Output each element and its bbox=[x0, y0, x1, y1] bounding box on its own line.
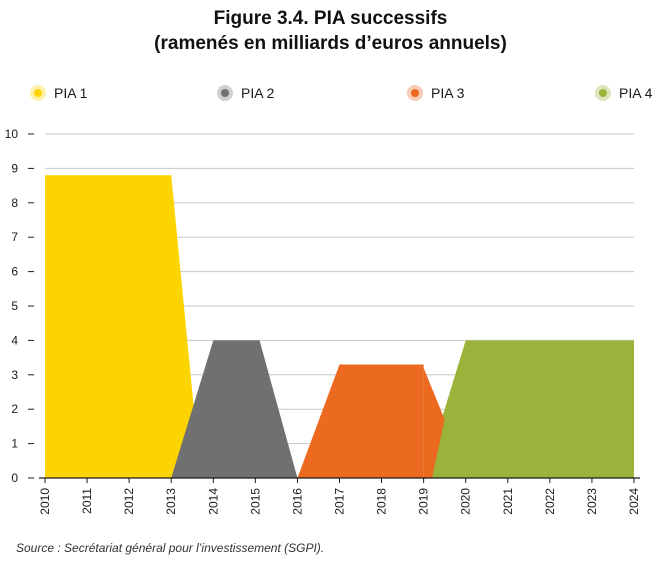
legend-marker-pia-1 bbox=[30, 85, 46, 101]
legend: PIA 1 PIA 2 PIA 3 PIA 4 bbox=[0, 82, 661, 104]
x-tick-label: 2020 bbox=[459, 488, 473, 515]
x-tick-label: 2016 bbox=[290, 488, 304, 515]
x-tick-label: 2011 bbox=[80, 488, 94, 514]
x-tick-label: 2021 bbox=[501, 488, 515, 515]
plot-areas bbox=[45, 175, 634, 478]
chart-title-line-2: (ramenés en milliards d’euros annuels) bbox=[154, 33, 507, 54]
y-tick-label: 6 bbox=[11, 265, 18, 279]
y-tick-label: 5 bbox=[11, 299, 18, 313]
legend-label-pia-1: PIA 1 bbox=[54, 85, 88, 101]
chart-title-line-1: Figure 3.4. PIA successifs bbox=[213, 8, 448, 29]
x-tick-label: 2024 bbox=[627, 488, 641, 515]
legend-marker-pia-2 bbox=[217, 85, 233, 101]
legend-marker-pia-3 bbox=[407, 85, 423, 101]
x-tick-label: 2012 bbox=[122, 488, 136, 515]
y-tick-label: 1 bbox=[11, 437, 18, 451]
x-tick-label: 2013 bbox=[164, 488, 178, 515]
legend-item-pia-3: PIA 3 bbox=[407, 82, 464, 104]
x-tick-label: 2017 bbox=[333, 488, 347, 515]
x-tick-label: 2014 bbox=[206, 488, 220, 515]
chart-title: Figure 3.4. PIA successifs (ramenés en m… bbox=[0, 6, 661, 56]
legend-marker-pia-4 bbox=[595, 85, 611, 101]
legend-label-pia-4: PIA 4 bbox=[619, 85, 653, 101]
legend-item-pia-2: PIA 2 bbox=[217, 82, 274, 104]
y-tick-label: 2 bbox=[11, 402, 18, 416]
x-tick-label: 2022 bbox=[543, 488, 557, 515]
area-pia-4 bbox=[423, 340, 634, 478]
source-note: Source : Secrétariat général pour l’inve… bbox=[16, 541, 325, 555]
y-tick-label: 10 bbox=[5, 127, 19, 141]
x-tick-label: 2015 bbox=[248, 488, 262, 515]
y-tick-label: 3 bbox=[11, 368, 18, 382]
y-tick-label: 0 bbox=[11, 471, 18, 485]
legend-item-pia-4: PIA 4 bbox=[595, 82, 652, 104]
x-tick-label: 2023 bbox=[585, 488, 599, 515]
legend-label-pia-2: PIA 2 bbox=[241, 85, 275, 101]
x-tick-label: 2010 bbox=[38, 488, 52, 515]
area-pia-1 bbox=[45, 175, 201, 478]
x-tick-label: 2019 bbox=[417, 488, 431, 515]
y-tick-label: 9 bbox=[11, 161, 18, 175]
area-pia-2 bbox=[171, 340, 298, 478]
legend-label-pia-3: PIA 3 bbox=[431, 85, 465, 101]
y-tick-label: 7 bbox=[11, 230, 18, 244]
legend-item-pia-1: PIA 1 bbox=[30, 82, 87, 104]
axes: 0 1 2 3 4 5 6 7 8 9 10 2010 2011 2012 2013 2014 2015 2016… bbox=[5, 127, 641, 515]
x-tick-label: 2018 bbox=[375, 488, 389, 515]
y-tick-label: 8 bbox=[11, 196, 18, 210]
area-pia-3 bbox=[297, 364, 424, 478]
y-tick-label: 4 bbox=[11, 333, 18, 347]
area-pia-3-tail bbox=[423, 367, 445, 478]
